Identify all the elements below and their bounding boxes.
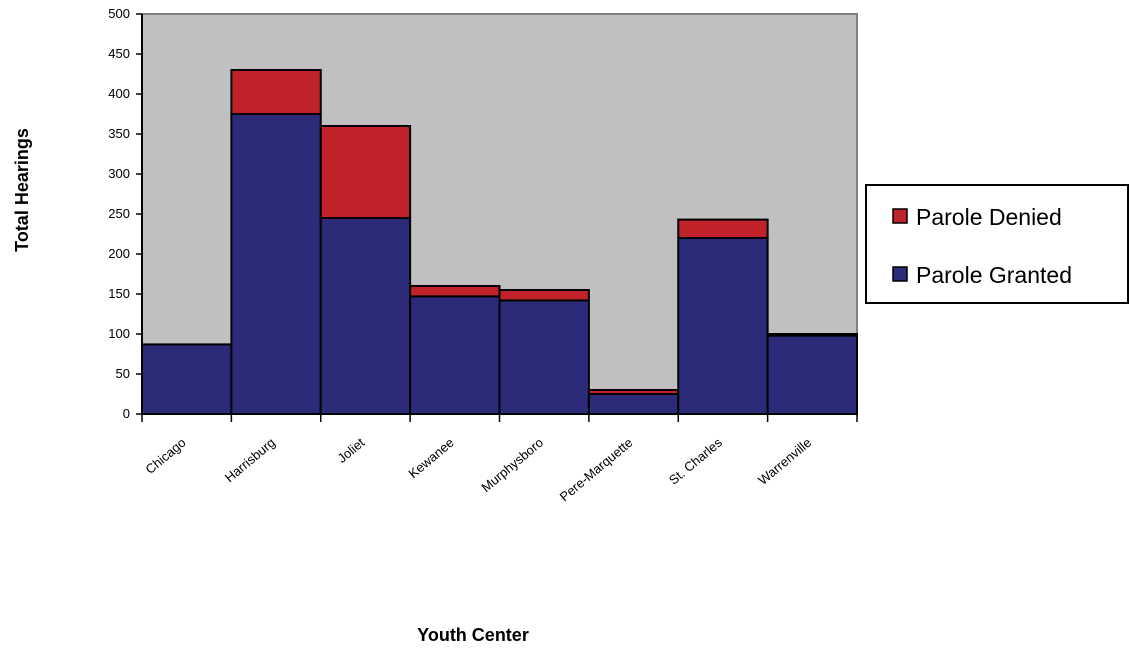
bar-granted [319,217,412,415]
legend-box [865,184,1129,304]
bar-granted [587,393,680,415]
bars [141,69,858,416]
bar-granted [766,334,858,416]
bar-granted [677,237,769,415]
y-tick-label: 500 [108,6,130,21]
y-tick-label: 300 [108,166,130,181]
y-tick-label: 350 [108,126,130,141]
legend-swatch-denied [892,208,908,224]
y-tick-label: 100 [108,326,130,341]
bar-granted [409,295,501,415]
bar-denied [766,333,858,337]
x-axis-ticks: Chicago Harrisburg Joliet Kewanee Murphysbor… [141,414,858,505]
bar-granted [141,343,233,415]
bar-denied [230,69,322,115]
x-tick-label: Harrisburg [222,435,278,485]
bar-granted [498,299,590,415]
x-tick-label: Pere-Marquette [557,435,636,505]
bar-granted [230,113,322,415]
x-tick-label: Kewanee [406,435,457,481]
x-tick-label: Warrenville [755,435,814,488]
bar-denied [587,389,680,395]
legend-label-denied: Parole Denied [916,204,1062,230]
y-tick-label: 50 [116,366,130,381]
x-axis-title: Youth Center [417,625,529,645]
y-tick-label: 0 [123,406,130,421]
y-tick-label: 400 [108,86,130,101]
legend-label-granted: Parole Granted [916,262,1072,288]
y-tick-label: 200 [108,246,130,261]
y-axis-ticks: 0 50 100 150 200 250 300 350 400 450 500 [108,6,142,421]
x-tick-label: Joliet [334,435,367,466]
bar-denied [498,289,590,302]
y-tick-label: 150 [108,286,130,301]
y-tick-label: 450 [108,46,130,61]
x-tick-label: St. Charles [666,434,725,487]
legend: Parole Denied Parole Granted [865,184,1129,304]
x-tick-label: Chicago [142,435,188,477]
bar-denied [677,218,769,240]
legend-swatch-granted [892,266,908,282]
bar-denied [319,125,412,219]
x-tick-label: Murphysboro [478,435,546,495]
bar-denied [409,285,501,298]
y-axis-title: Total Hearings [12,128,32,252]
y-tick-label: 250 [108,206,130,221]
